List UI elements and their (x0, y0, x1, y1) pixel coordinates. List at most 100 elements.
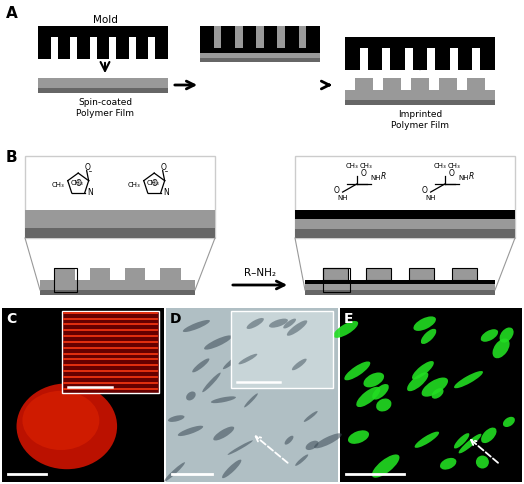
Ellipse shape (454, 371, 483, 388)
Bar (38, 78, 168, 88)
Text: NH: NH (337, 195, 348, 201)
Ellipse shape (17, 383, 117, 469)
Bar (409, 268, 434, 280)
Ellipse shape (412, 361, 434, 379)
Ellipse shape (295, 454, 308, 466)
Ellipse shape (493, 338, 510, 358)
Ellipse shape (245, 336, 272, 342)
Bar (256, 26, 264, 48)
Bar (467, 78, 485, 90)
Bar (116, 37, 129, 59)
Ellipse shape (297, 361, 307, 370)
Bar (2, 308, 164, 482)
Ellipse shape (421, 329, 436, 344)
Text: O: O (161, 163, 167, 172)
Ellipse shape (305, 440, 319, 450)
Text: CH₃: CH₃ (51, 182, 64, 188)
Bar (305, 280, 495, 290)
Text: O: O (361, 168, 366, 178)
Bar (38, 37, 51, 59)
Text: CH₃: CH₃ (146, 180, 159, 186)
Ellipse shape (204, 335, 232, 349)
Ellipse shape (270, 359, 287, 374)
Ellipse shape (183, 320, 210, 332)
Bar (25, 228, 215, 238)
Bar (200, 58, 320, 62)
Text: N: N (163, 188, 169, 197)
Ellipse shape (314, 433, 342, 448)
Ellipse shape (499, 328, 514, 343)
Text: O: O (75, 179, 81, 188)
Bar (232, 311, 333, 388)
Ellipse shape (364, 373, 384, 387)
Text: CH₃: CH₃ (345, 163, 358, 169)
Text: CH₃: CH₃ (433, 163, 446, 169)
Ellipse shape (413, 317, 436, 331)
Bar (345, 37, 495, 48)
Bar (435, 48, 450, 70)
Ellipse shape (283, 318, 296, 329)
Ellipse shape (227, 440, 253, 455)
Bar (214, 26, 221, 48)
Ellipse shape (178, 426, 203, 436)
Text: NH: NH (370, 175, 381, 181)
Ellipse shape (291, 340, 305, 357)
Bar (40, 290, 195, 295)
Bar (38, 26, 168, 37)
Bar (299, 26, 307, 48)
Text: O: O (334, 185, 340, 195)
Bar (160, 268, 181, 280)
Bar (383, 78, 401, 90)
Ellipse shape (376, 398, 391, 411)
Text: CH₃: CH₃ (447, 163, 460, 169)
Bar (54, 268, 77, 292)
Text: Imprinted
Polymer Film: Imprinted Polymer Film (391, 110, 449, 130)
Ellipse shape (348, 430, 369, 444)
Text: NH: NH (425, 195, 436, 201)
Text: O: O (449, 168, 454, 178)
Bar (413, 48, 427, 70)
Ellipse shape (23, 391, 100, 450)
Bar (278, 26, 285, 48)
Bar (200, 26, 320, 58)
Ellipse shape (168, 415, 184, 422)
Ellipse shape (422, 378, 448, 397)
Bar (439, 78, 457, 90)
Text: D: D (170, 312, 181, 326)
Ellipse shape (264, 340, 275, 348)
Text: R: R (380, 172, 386, 181)
Ellipse shape (481, 427, 497, 443)
Ellipse shape (247, 318, 264, 329)
Bar (295, 156, 515, 238)
Bar (136, 37, 148, 59)
Bar (345, 90, 495, 100)
Ellipse shape (407, 372, 428, 391)
Bar (345, 100, 495, 105)
Bar (411, 78, 429, 90)
Bar (166, 308, 338, 482)
Bar (305, 280, 495, 284)
Ellipse shape (481, 329, 498, 342)
Text: NH: NH (458, 175, 469, 181)
Ellipse shape (503, 417, 515, 427)
Bar (54, 268, 75, 280)
Ellipse shape (292, 359, 307, 370)
Text: CH₃: CH₃ (127, 182, 140, 188)
Ellipse shape (244, 393, 258, 408)
Bar (305, 290, 495, 295)
Bar (390, 48, 405, 70)
Ellipse shape (476, 455, 489, 469)
Ellipse shape (458, 434, 482, 454)
Ellipse shape (285, 436, 293, 445)
Bar (97, 37, 110, 59)
Bar (235, 26, 243, 48)
Text: B: B (6, 150, 18, 165)
Ellipse shape (213, 426, 234, 440)
Bar (295, 229, 515, 238)
Text: O: O (85, 163, 91, 172)
Ellipse shape (186, 392, 195, 400)
Ellipse shape (269, 318, 288, 328)
Ellipse shape (314, 326, 326, 335)
Ellipse shape (414, 432, 439, 448)
Ellipse shape (333, 321, 358, 338)
